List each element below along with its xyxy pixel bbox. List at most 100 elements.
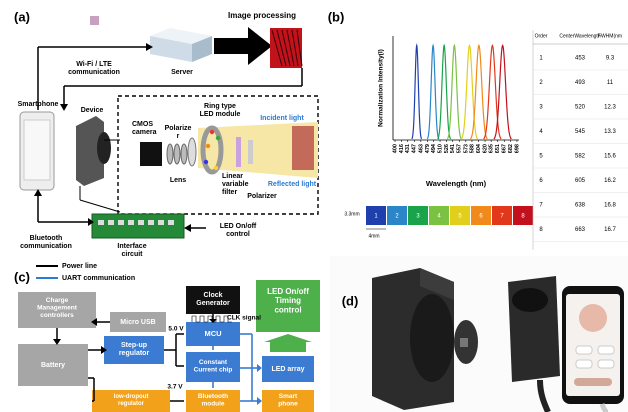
label: Reflected light [268, 181, 317, 188]
lens [167, 144, 173, 164]
label: Incident light [260, 115, 304, 122]
led [216, 136, 220, 140]
label: communication [20, 243, 72, 250]
table-cell: 9.3 [606, 56, 615, 62]
label: Ring typeLED module [200, 103, 241, 118]
x-tick-label: 526 [444, 144, 450, 153]
label: ConstantCurrent chip [194, 359, 233, 373]
label: control [274, 306, 301, 315]
table-cell: 3 [539, 105, 543, 111]
chip [128, 220, 134, 225]
label: LED array [271, 366, 304, 373]
label: 3.7 V [167, 384, 183, 391]
panel-label: (c) [14, 269, 30, 284]
process-arrow [214, 27, 272, 65]
label: CLK signal [227, 315, 261, 322]
table-cell: 5 [539, 154, 543, 160]
label: Interface [117, 243, 146, 250]
label: Battery [41, 362, 65, 369]
label: Polarizer [247, 193, 277, 200]
arrow-head [184, 224, 191, 232]
arrow-head [257, 397, 262, 405]
table-cell: 520 [575, 105, 586, 111]
table-cell: 13.3 [604, 129, 616, 135]
spectrum-curve [438, 45, 451, 139]
cone [410, 294, 454, 382]
label: Bluetoothcommunication [20, 235, 72, 250]
icon [90, 16, 99, 25]
spectrum-curve [494, 45, 511, 139]
x-tick-label: 494 [431, 143, 437, 153]
label: low-dropoutregulator [114, 394, 149, 407]
label: Management [37, 304, 78, 311]
label: Wi-Fi / LTE [76, 61, 112, 68]
table-cell: 605 [575, 178, 586, 184]
label: variable [222, 181, 249, 188]
clock-pulse [200, 316, 208, 322]
label: Micro USB [120, 319, 155, 326]
label: Constant [199, 359, 228, 366]
chip [168, 220, 174, 225]
label: CMOScamera [132, 121, 157, 136]
screen-graphic [579, 304, 607, 332]
label: r [177, 133, 180, 140]
label: Generator [196, 300, 230, 307]
x-tick-label: 635 [489, 144, 495, 153]
arrow-head [257, 364, 262, 372]
label: regulator [118, 400, 145, 406]
label: camera [132, 129, 157, 136]
label: Bluetooth [198, 393, 228, 400]
spectrum-curve [447, 45, 461, 139]
x-tick-label: 667 [502, 144, 508, 153]
spectrum-curve [484, 45, 502, 139]
label: low-dropout [114, 394, 149, 400]
table-cell: 582 [575, 154, 586, 160]
label: Charge [46, 297, 69, 304]
label: Bluetooth [30, 235, 63, 242]
screen-button [598, 346, 614, 354]
x-axis-label: Wavelength (nm) [426, 179, 487, 188]
label: CMOS [132, 121, 153, 128]
x-tick-label: 557 [457, 144, 463, 153]
table-cell: 8 [539, 227, 543, 233]
chip [118, 220, 124, 225]
label: Smartphone [18, 101, 59, 108]
x-tick-label: 620 [482, 144, 488, 153]
table-cell: 4 [539, 129, 543, 135]
polarizer [248, 140, 253, 164]
label: Step-up [121, 342, 147, 349]
label: circuit [121, 251, 143, 258]
led [214, 166, 218, 170]
cone-2 [512, 288, 548, 312]
led [210, 130, 214, 134]
table-cell: 15.6 [604, 154, 616, 160]
label: module [201, 400, 224, 407]
table-cell: 663 [575, 227, 586, 233]
label: Smartphone [278, 393, 298, 407]
table-cell: 2 [539, 80, 543, 86]
arrow [264, 334, 312, 352]
legend-text: UART communication [62, 275, 135, 282]
label: Smart [279, 393, 298, 400]
device-cone [97, 132, 111, 164]
label: Step-upregulator [119, 342, 150, 357]
led [206, 144, 210, 148]
label: regulator [119, 350, 150, 357]
panel-label: (d) [342, 293, 359, 308]
interface-circuit [92, 214, 184, 238]
arrow-head [60, 104, 68, 111]
table-cell: 7 [539, 203, 543, 209]
table-cell: 6 [539, 178, 543, 184]
table-cell: 11 [607, 80, 614, 86]
label: Polarize [165, 125, 192, 132]
chip [148, 220, 154, 225]
screen-button [576, 346, 592, 354]
x-tick-label: 416 [399, 144, 405, 153]
table-cell: 12.3 [604, 105, 616, 111]
table-header: CenterWavelength [559, 33, 600, 39]
x-tick-label: 510 [437, 144, 443, 153]
led [204, 160, 208, 164]
x-tick-label: 682 [508, 144, 514, 153]
clock-pulse [216, 316, 224, 322]
